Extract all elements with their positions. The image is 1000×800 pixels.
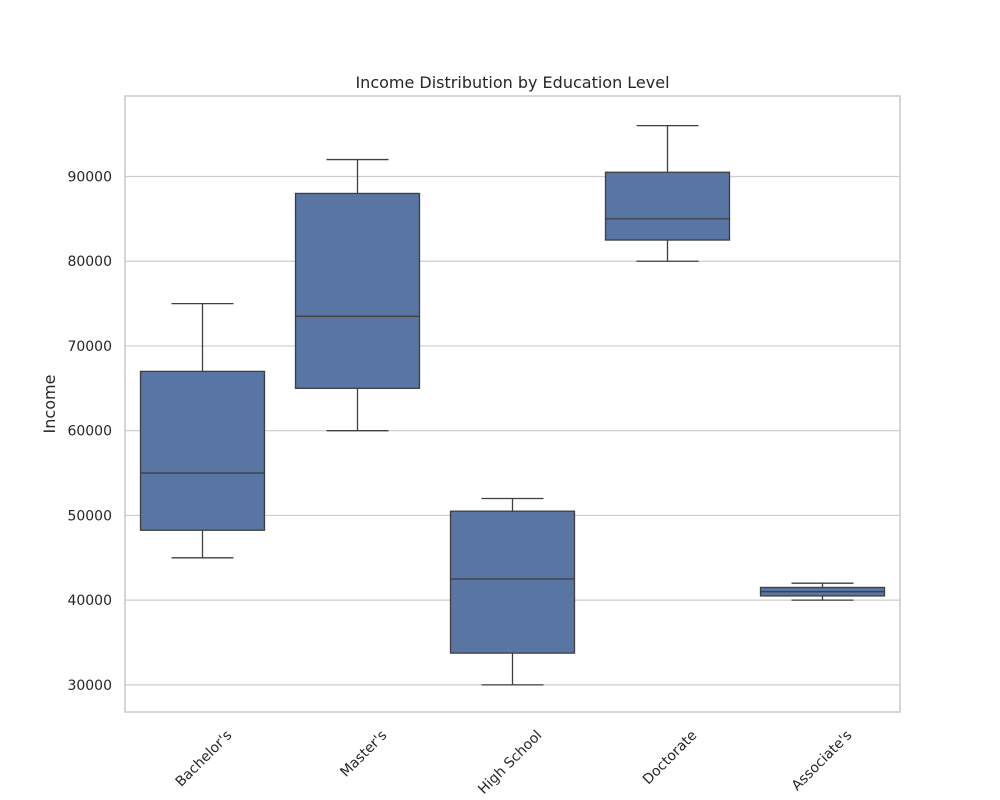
x-tick-label: Associate's	[789, 728, 856, 795]
y-tick-label: 70000	[67, 339, 112, 355]
y-tick-label: 30000	[67, 678, 112, 694]
iqr-box	[294, 192, 421, 389]
plot-frame	[124, 95, 901, 713]
iqr-box	[139, 370, 266, 531]
y-tick-labels: 30000 40000 50000 60000 70000 80000 90000	[67, 169, 112, 693]
box-group	[139, 302, 266, 559]
x-tick-labels: Bachelor's Master's High School Doctorate As…	[173, 728, 856, 798]
boxes	[139, 125, 886, 686]
box-group	[759, 582, 886, 601]
y-tick-label: 80000	[67, 254, 112, 270]
box-group	[449, 497, 576, 686]
iqr-box	[604, 171, 731, 241]
x-tick-label: High School	[475, 728, 545, 798]
chart-title: Income Distribution by Education Level	[355, 73, 669, 92]
y-tick-label: 60000	[67, 424, 112, 440]
x-tick-label: Bachelor's	[173, 728, 236, 791]
iqr-box	[449, 510, 576, 654]
y-tick-label: 90000	[67, 169, 112, 185]
x-tick-label: Doctorate	[640, 728, 700, 788]
y-axis-label: Income	[40, 375, 59, 434]
x-tick-label: Master's	[337, 728, 390, 781]
box-group	[294, 158, 421, 432]
y-tick-label: 50000	[67, 508, 112, 524]
y-tick-label: 40000	[67, 593, 112, 609]
box-group	[604, 125, 731, 262]
